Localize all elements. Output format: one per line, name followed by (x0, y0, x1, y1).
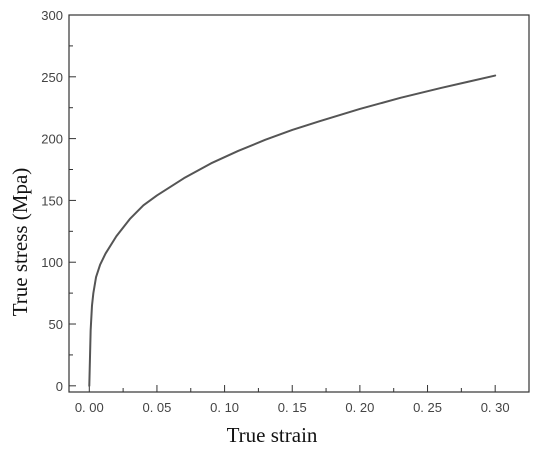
x-tick-label: 0. 00 (75, 400, 104, 415)
x-tick-label: 0. 30 (481, 400, 510, 415)
x-axis-title: True strain (227, 423, 318, 447)
stress-strain-curve (88, 74, 497, 387)
x-tick-label: 0. 15 (278, 400, 307, 415)
y-tick-label: 50 (49, 317, 63, 332)
labels-layer: 0. 00 0. 05 0. 10 0. 15 0. 20 0. 25 0. 30 0 50 10… (41, 8, 509, 415)
y-tick-label: 250 (41, 70, 63, 85)
y-tick-label: 0 (56, 379, 63, 394)
y-axis-title: True stress (Mpa) (8, 168, 32, 317)
x-tick-label: 0. 25 (413, 400, 442, 415)
ticks-layer (69, 14, 496, 392)
plot-frame (68, 14, 530, 393)
x-tick-label: 0. 20 (345, 400, 374, 415)
x-tick-label: 0. 05 (142, 400, 171, 415)
y-tick-label: 100 (41, 255, 63, 270)
y-tick-label: 200 (41, 132, 63, 147)
y-tick-label: 150 (41, 193, 63, 208)
y-tick-label: 300 (41, 8, 63, 23)
x-tick-label: 0. 10 (210, 400, 239, 415)
curve-layer (88, 74, 497, 387)
